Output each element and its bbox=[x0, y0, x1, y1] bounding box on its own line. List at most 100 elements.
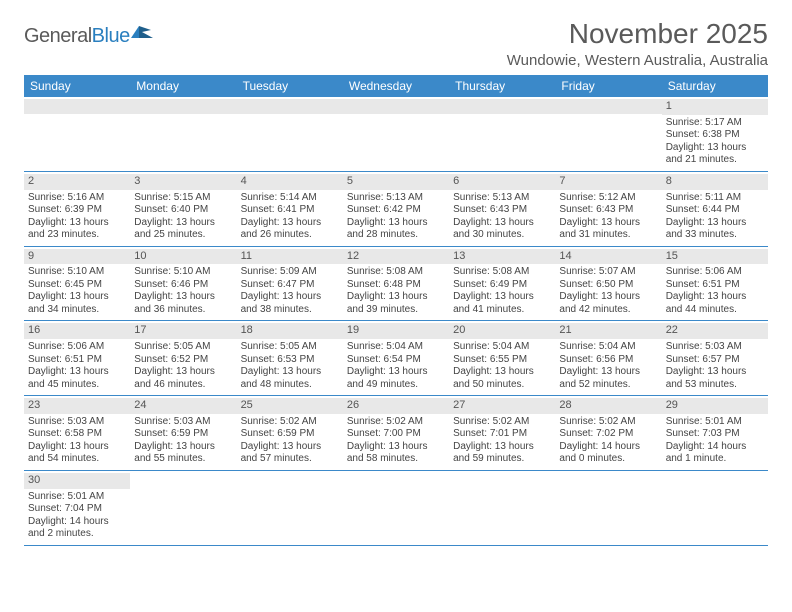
sunset-line: Sunset: 6:43 PM bbox=[559, 204, 657, 217]
daylight-line-1: Daylight: 14 hours bbox=[666, 441, 764, 454]
day-cell: 24Sunrise: 5:03 AMSunset: 6:59 PMDayligh… bbox=[130, 396, 236, 470]
weeks-container: 1Sunrise: 5:17 AMSunset: 6:38 PMDaylight… bbox=[24, 97, 768, 546]
sunset-line: Sunset: 6:39 PM bbox=[28, 204, 126, 217]
sunrise-line: Sunrise: 5:02 AM bbox=[241, 416, 339, 429]
day-cell bbox=[555, 471, 661, 545]
sunrise-line: Sunrise: 5:12 AM bbox=[559, 192, 657, 205]
day-cell bbox=[343, 97, 449, 171]
daylight-line-2: and 44 minutes. bbox=[666, 304, 764, 317]
sunrise-line: Sunrise: 5:15 AM bbox=[134, 192, 232, 205]
empty-day-header bbox=[237, 99, 343, 114]
sunset-line: Sunset: 6:58 PM bbox=[28, 428, 126, 441]
daylight-line-1: Daylight: 13 hours bbox=[241, 366, 339, 379]
sunset-line: Sunset: 6:51 PM bbox=[666, 279, 764, 292]
sunrise-line: Sunrise: 5:13 AM bbox=[453, 192, 551, 205]
day-number: 17 bbox=[130, 323, 236, 339]
daylight-line-1: Daylight: 14 hours bbox=[28, 516, 126, 529]
dow-cell: Sunday bbox=[24, 75, 130, 97]
day-number: 15 bbox=[662, 249, 768, 265]
sunrise-line: Sunrise: 5:11 AM bbox=[666, 192, 764, 205]
week-row: 2Sunrise: 5:16 AMSunset: 6:39 PMDaylight… bbox=[24, 172, 768, 247]
sunset-line: Sunset: 6:47 PM bbox=[241, 279, 339, 292]
daylight-line-1: Daylight: 13 hours bbox=[666, 366, 764, 379]
empty-day-header bbox=[130, 99, 236, 114]
daylight-line-1: Daylight: 13 hours bbox=[134, 366, 232, 379]
daylight-line-1: Daylight: 13 hours bbox=[559, 291, 657, 304]
daylight-line-2: and 50 minutes. bbox=[453, 379, 551, 392]
sunrise-line: Sunrise: 5:04 AM bbox=[347, 341, 445, 354]
sunset-line: Sunset: 6:50 PM bbox=[559, 279, 657, 292]
day-cell: 16Sunrise: 5:06 AMSunset: 6:51 PMDayligh… bbox=[24, 321, 130, 395]
daylight-line-2: and 49 minutes. bbox=[347, 379, 445, 392]
daylight-line-2: and 57 minutes. bbox=[241, 453, 339, 466]
sunset-line: Sunset: 6:54 PM bbox=[347, 354, 445, 367]
sunset-line: Sunset: 6:46 PM bbox=[134, 279, 232, 292]
day-number: 14 bbox=[555, 249, 661, 265]
daylight-line-2: and 41 minutes. bbox=[453, 304, 551, 317]
daylight-line-1: Daylight: 13 hours bbox=[28, 291, 126, 304]
daylight-line-1: Daylight: 13 hours bbox=[134, 217, 232, 230]
day-number: 10 bbox=[130, 249, 236, 265]
day-cell bbox=[130, 471, 236, 545]
daylight-line-2: and 30 minutes. bbox=[453, 229, 551, 242]
day-number: 4 bbox=[237, 174, 343, 190]
daylight-line-1: Daylight: 13 hours bbox=[28, 366, 126, 379]
sunset-line: Sunset: 6:44 PM bbox=[666, 204, 764, 217]
daylight-line-1: Daylight: 13 hours bbox=[134, 291, 232, 304]
dow-cell: Tuesday bbox=[237, 75, 343, 97]
daylight-line-1: Daylight: 13 hours bbox=[453, 217, 551, 230]
day-number: 23 bbox=[24, 398, 130, 414]
calendar-page: GeneralBlue November 2025 Wundowie, West… bbox=[0, 0, 792, 558]
day-cell: 22Sunrise: 5:03 AMSunset: 6:57 PMDayligh… bbox=[662, 321, 768, 395]
daylight-line-2: and 46 minutes. bbox=[134, 379, 232, 392]
day-number: 5 bbox=[343, 174, 449, 190]
day-number: 16 bbox=[24, 323, 130, 339]
day-number: 3 bbox=[130, 174, 236, 190]
daylight-line-1: Daylight: 14 hours bbox=[559, 441, 657, 454]
sunrise-line: Sunrise: 5:02 AM bbox=[453, 416, 551, 429]
sunset-line: Sunset: 6:56 PM bbox=[559, 354, 657, 367]
sunset-line: Sunset: 6:42 PM bbox=[347, 204, 445, 217]
daylight-line-1: Daylight: 13 hours bbox=[347, 441, 445, 454]
day-cell: 25Sunrise: 5:02 AMSunset: 6:59 PMDayligh… bbox=[237, 396, 343, 470]
daylight-line-2: and 42 minutes. bbox=[559, 304, 657, 317]
sunset-line: Sunset: 6:38 PM bbox=[666, 129, 764, 142]
sunset-line: Sunset: 7:01 PM bbox=[453, 428, 551, 441]
daylight-line-2: and 0 minutes. bbox=[559, 453, 657, 466]
sunrise-line: Sunrise: 5:14 AM bbox=[241, 192, 339, 205]
day-number: 26 bbox=[343, 398, 449, 414]
daylight-line-2: and 52 minutes. bbox=[559, 379, 657, 392]
sunset-line: Sunset: 6:51 PM bbox=[28, 354, 126, 367]
daylight-line-2: and 48 minutes. bbox=[241, 379, 339, 392]
empty-day-header bbox=[449, 99, 555, 114]
sunrise-line: Sunrise: 5:16 AM bbox=[28, 192, 126, 205]
day-cell: 29Sunrise: 5:01 AMSunset: 7:03 PMDayligh… bbox=[662, 396, 768, 470]
sunset-line: Sunset: 6:43 PM bbox=[453, 204, 551, 217]
day-cell: 26Sunrise: 5:02 AMSunset: 7:00 PMDayligh… bbox=[343, 396, 449, 470]
sunset-line: Sunset: 7:04 PM bbox=[28, 503, 126, 516]
sunrise-line: Sunrise: 5:06 AM bbox=[666, 266, 764, 279]
day-cell: 4 Sunrise: 5:14 AMSunset: 6:41 PMDaylight… bbox=[237, 172, 343, 246]
day-cell: 20Sunrise: 5:04 AMSunset: 6:55 PMDayligh… bbox=[449, 321, 555, 395]
daylight-line-1: Daylight: 13 hours bbox=[347, 217, 445, 230]
daylight-line-1: Daylight: 13 hours bbox=[28, 217, 126, 230]
brand-logo: GeneralBlue bbox=[24, 24, 153, 48]
week-row: 1Sunrise: 5:17 AMSunset: 6:38 PMDaylight… bbox=[24, 97, 768, 172]
daylight-line-2: and 2 minutes. bbox=[28, 528, 126, 541]
day-cell bbox=[449, 471, 555, 545]
day-cell bbox=[237, 97, 343, 171]
sunrise-line: Sunrise: 5:13 AM bbox=[347, 192, 445, 205]
sunrise-line: Sunrise: 5:10 AM bbox=[134, 266, 232, 279]
sunrise-line: Sunrise: 5:02 AM bbox=[559, 416, 657, 429]
sunset-line: Sunset: 7:03 PM bbox=[666, 428, 764, 441]
daylight-line-1: Daylight: 13 hours bbox=[241, 217, 339, 230]
day-number: 6 bbox=[449, 174, 555, 190]
brand-left: General bbox=[24, 25, 92, 47]
week-row: 9Sunrise: 5:10 AMSunset: 6:45 PMDaylight… bbox=[24, 247, 768, 322]
daylight-line-2: and 39 minutes. bbox=[347, 304, 445, 317]
location-line: Wundowie, Western Australia, Australia bbox=[507, 52, 768, 69]
dow-cell: Thursday bbox=[449, 75, 555, 97]
dow-cell: Wednesday bbox=[343, 75, 449, 97]
sunset-line: Sunset: 6:41 PM bbox=[241, 204, 339, 217]
calendar-grid: SundayMondayTuesdayWednesdayThursdayFrid… bbox=[24, 75, 768, 546]
